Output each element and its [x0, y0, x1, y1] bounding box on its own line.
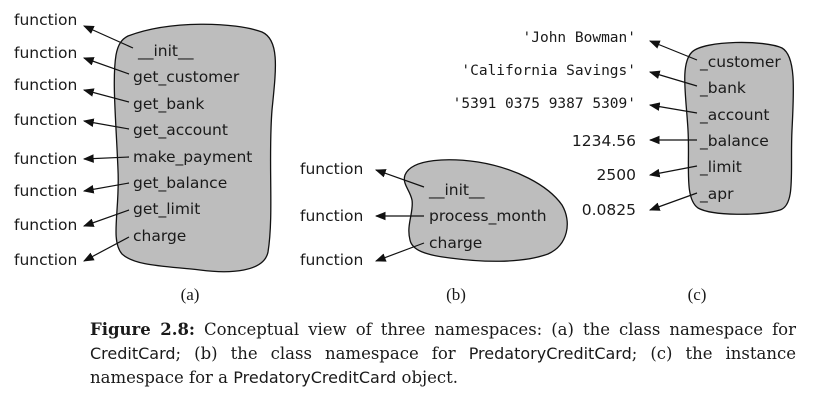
name-a-charge: charge: [133, 227, 186, 245]
target-a-7: function: [14, 216, 77, 234]
caption-seg-5: ; (c) the instance namespace for a: [90, 344, 796, 387]
name-b-charge: charge: [429, 234, 482, 252]
arrow-b-1: [374, 169, 425, 188]
name-c-account: _account: [699, 106, 770, 125]
name-c-customer: _customer: [699, 53, 781, 72]
name-a-get-limit: get_limit: [133, 200, 200, 219]
arrow-a-3: [82, 88, 130, 103]
target-c-3: '5391 0375 9387 5309': [453, 96, 636, 112]
name-a-get-balance: get_balance: [133, 174, 227, 193]
name-c-bank: _bank: [699, 79, 746, 98]
caption-seg-3: ; (b) the class namespace for: [175, 344, 469, 363]
target-a-1: function: [14, 11, 77, 29]
namespace-a-blob: [113, 23, 277, 273]
target-a-5: function: [14, 150, 77, 168]
arrow-c-5: [648, 165, 698, 178]
target-c-2: 'California Savings': [461, 63, 636, 79]
target-c-6: 0.0825: [582, 201, 636, 219]
namespace-b-blob: [403, 159, 568, 262]
caption-seg-7: object.: [396, 368, 459, 387]
target-b-3: function: [300, 251, 363, 269]
target-b-1: function: [300, 160, 363, 178]
target-c-4: 1234.56: [572, 132, 636, 150]
figure-caption: Figure 2.8: Conceptual view of three nam…: [90, 318, 796, 390]
name-b-process-month: process_month: [429, 207, 547, 226]
target-a-6: function: [14, 182, 77, 200]
target-a-4: function: [14, 111, 77, 129]
name-b-init: __init__: [428, 181, 485, 200]
namespace-c-blob: [684, 41, 795, 215]
arrow-a-1: [83, 25, 134, 49]
name-a-get-account: get_account: [133, 121, 228, 140]
caption-class-creditcard: CreditCard: [90, 344, 176, 363]
target-a-8: function: [14, 251, 77, 269]
caption-seg-1: Conceptual view of three namespaces: (a)…: [195, 320, 797, 339]
arrow-a-2: [82, 57, 130, 75]
name-c-balance: _balance: [699, 132, 769, 151]
sublabel-b: (b): [446, 285, 466, 304]
arrow-c-3: [648, 102, 698, 114]
arrow-c-6: [648, 192, 698, 211]
arrow-a-8: [83, 236, 130, 262]
name-a-make-payment: make_payment: [133, 148, 252, 167]
target-a-3: function: [14, 76, 77, 94]
sublabel-a: (a): [181, 285, 200, 304]
arrow-c-1: [648, 40, 698, 61]
arrow-a-4: [82, 118, 130, 130]
name-a-get-customer: get_customer: [133, 68, 240, 87]
arrow-a-6: [82, 182, 130, 194]
arrow-a-7: [82, 209, 130, 227]
caption-class-predatory-2: PredatoryCreditCard: [233, 368, 397, 387]
name-a-get-bank: get_bank: [133, 95, 204, 114]
target-c-1: 'John Bowman': [523, 30, 637, 46]
target-b-2: function: [300, 207, 363, 225]
arrow-b-3: [374, 242, 425, 262]
caption-label: Figure 2.8:: [90, 320, 196, 339]
caption-class-predatory-1: PredatoryCreditCard: [468, 344, 632, 363]
sublabel-c: (c): [688, 285, 707, 304]
name-c-apr: _apr: [699, 185, 734, 204]
name-c-limit: _limit: [699, 158, 742, 177]
target-c-5: 2500: [597, 166, 636, 184]
arrow-a-5: [82, 154, 130, 163]
target-a-2: function: [14, 44, 77, 62]
name-a-init: __init__: [137, 42, 194, 61]
arrow-c-2: [648, 70, 698, 87]
